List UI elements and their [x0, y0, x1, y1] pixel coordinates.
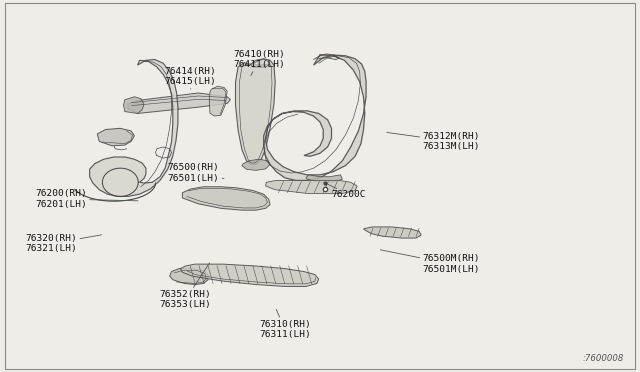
Polygon shape	[266, 180, 357, 193]
Text: 76320(RH)
76321(LH): 76320(RH) 76321(LH)	[26, 234, 102, 253]
Text: 76500(RH)
76501(LH): 76500(RH) 76501(LH)	[168, 163, 224, 183]
Polygon shape	[180, 264, 319, 286]
Polygon shape	[236, 59, 275, 164]
Text: 76410(RH)
76411(LH): 76410(RH) 76411(LH)	[234, 50, 285, 76]
Polygon shape	[90, 60, 178, 196]
Text: 76414(RH)
76415(LH): 76414(RH) 76415(LH)	[165, 67, 216, 89]
Polygon shape	[264, 55, 366, 180]
Polygon shape	[170, 269, 208, 285]
Text: 76500M(RH)
76501M(LH): 76500M(RH) 76501M(LH)	[380, 250, 480, 274]
Polygon shape	[124, 97, 144, 113]
Polygon shape	[182, 187, 270, 210]
Text: 76352(RH)
76353(LH): 76352(RH) 76353(LH)	[160, 263, 211, 309]
Text: 76200C: 76200C	[328, 184, 366, 199]
Polygon shape	[128, 93, 230, 113]
Polygon shape	[97, 128, 134, 146]
Text: 76200(RH)
76201(LH): 76200(RH) 76201(LH)	[35, 189, 138, 209]
Polygon shape	[364, 227, 421, 238]
Text: 76312M(RH)
76313M(LH): 76312M(RH) 76313M(LH)	[387, 132, 480, 151]
Polygon shape	[242, 159, 270, 170]
Text: 76310(RH)
76311(LH): 76310(RH) 76311(LH)	[259, 310, 310, 339]
Polygon shape	[209, 86, 227, 116]
Text: :7600008: :7600008	[582, 354, 624, 363]
Polygon shape	[306, 175, 342, 182]
